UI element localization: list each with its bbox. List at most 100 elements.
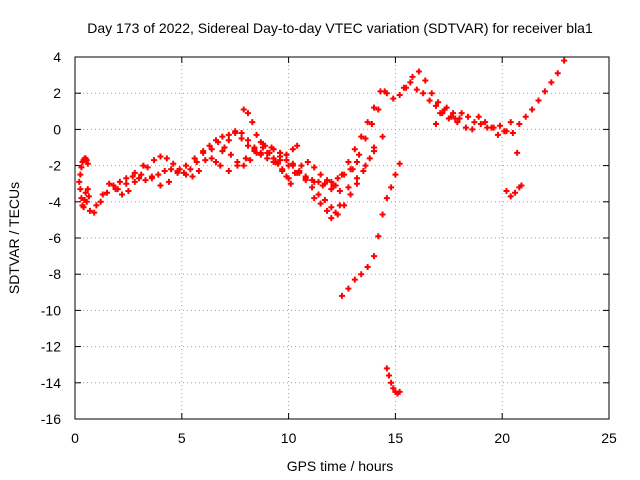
data-point	[315, 191, 322, 198]
data-point	[242, 155, 249, 162]
data-point	[450, 110, 457, 117]
x-tick-label: 15	[388, 430, 404, 446]
data-point	[298, 162, 305, 169]
data-point	[140, 162, 147, 169]
data-point	[507, 193, 514, 200]
data-point	[501, 128, 508, 135]
data-point	[116, 178, 123, 185]
data-point	[379, 211, 386, 218]
data-point	[317, 200, 324, 207]
y-tick-label: -12	[41, 339, 61, 355]
data-point	[238, 135, 245, 142]
y-tick-label: -14	[41, 375, 61, 391]
data-point	[339, 292, 345, 299]
data-point	[225, 168, 232, 175]
data-point	[488, 124, 495, 131]
series-crest-8	[240, 106, 294, 187]
data-point	[400, 84, 407, 91]
data-point	[396, 388, 403, 395]
data-point	[262, 142, 269, 149]
series-outlier-low	[383, 365, 403, 397]
data-point	[206, 142, 213, 149]
data-point	[362, 162, 369, 169]
data-point	[311, 195, 318, 202]
data-point	[123, 175, 130, 182]
data-point	[82, 189, 89, 196]
x-axis-label: GPS time / hours	[287, 458, 394, 474]
data-point	[392, 171, 399, 178]
data-point	[148, 173, 155, 180]
data-point	[371, 253, 378, 260]
data-point	[317, 171, 324, 178]
data-point	[208, 155, 215, 162]
data-point	[535, 97, 542, 104]
data-point	[78, 195, 85, 202]
data-point	[114, 186, 121, 193]
data-point	[324, 177, 331, 184]
data-point	[396, 160, 403, 167]
data-point	[379, 133, 386, 140]
data-point	[264, 155, 271, 162]
data-point	[191, 155, 198, 162]
y-tick-label: 2	[53, 85, 61, 101]
data-point	[161, 168, 168, 175]
series-rise-14	[349, 88, 388, 173]
data-point	[328, 215, 335, 222]
data-point	[383, 195, 390, 202]
data-point	[336, 202, 343, 209]
data-point	[125, 187, 132, 194]
data-point	[249, 119, 256, 126]
data-point	[356, 151, 363, 158]
data-point	[77, 186, 84, 193]
data-point	[247, 157, 254, 164]
data-point	[189, 173, 196, 180]
data-point	[221, 144, 228, 151]
data-point	[240, 162, 247, 169]
data-point	[458, 110, 465, 117]
x-tick-label: 10	[281, 430, 297, 446]
data-point	[91, 209, 98, 216]
ticks: 0 5 10 15 20 25 -16 -14 -12 -10 -8 -6 -4 -2 0 2 4	[41, 49, 617, 446]
data-point	[80, 204, 87, 211]
data-point	[168, 166, 175, 173]
data-point	[328, 178, 335, 185]
data-point	[183, 171, 190, 178]
x-tick-label: 0	[71, 430, 79, 446]
series-early-dip	[76, 178, 93, 214]
x-tick-label: 25	[601, 430, 617, 446]
data-point	[257, 149, 264, 156]
data-point	[336, 187, 343, 194]
data-point	[93, 202, 100, 209]
data-point	[270, 155, 277, 162]
y-axis-label: SDTVAR / TECUs	[6, 182, 22, 294]
data-point	[509, 130, 516, 137]
chart-title: Day 173 of 2022, Sidereal Day-to-day VTE…	[87, 20, 593, 36]
data-point	[469, 126, 476, 133]
y-tick-label: -8	[49, 266, 62, 282]
data-point	[396, 92, 403, 99]
data-point	[251, 144, 258, 151]
data-point	[200, 148, 207, 155]
data-point	[245, 137, 252, 144]
data-point	[274, 160, 281, 167]
data-point	[287, 180, 294, 187]
data-point	[324, 207, 331, 214]
data-point	[358, 133, 365, 140]
series-main-c	[114, 133, 386, 194]
data-point	[432, 102, 439, 109]
data-point	[208, 146, 215, 153]
data-point	[277, 157, 284, 164]
data-point	[83, 157, 90, 164]
data-point	[375, 106, 382, 113]
data-point	[371, 104, 378, 111]
y-tick-label: 4	[53, 49, 61, 65]
series-deep-drop	[339, 160, 403, 299]
y-tick-label: -2	[49, 158, 62, 174]
data-point	[561, 57, 568, 64]
series-crest-7	[212, 128, 301, 165]
data-point	[118, 191, 125, 198]
data-point	[554, 70, 561, 77]
data-point	[390, 385, 397, 392]
data-point	[302, 177, 309, 184]
